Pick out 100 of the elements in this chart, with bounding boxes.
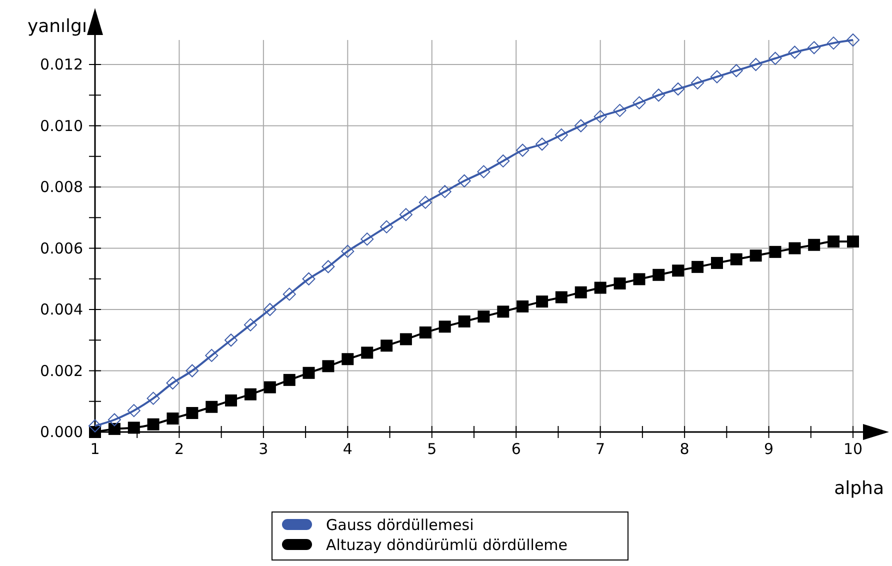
point [360, 232, 374, 246]
point [613, 104, 626, 117]
legend-label: Altuzay döndürümlü dördülleme [326, 536, 568, 554]
point [769, 246, 782, 258]
point [458, 174, 471, 188]
point [418, 196, 432, 209]
x-tick-label: 4 [342, 440, 352, 458]
point [652, 268, 665, 281]
point [147, 418, 160, 430]
point [419, 326, 432, 338]
point [166, 412, 179, 425]
point [380, 340, 393, 352]
point [516, 144, 530, 157]
point [614, 277, 626, 290]
point [827, 36, 840, 50]
x-tick-label: 10 [843, 440, 863, 458]
point [808, 238, 820, 251]
point [497, 306, 510, 318]
point [458, 315, 470, 328]
point [438, 185, 452, 198]
point [400, 333, 412, 346]
point [768, 52, 782, 65]
point [146, 392, 160, 405]
point [594, 282, 606, 294]
point [828, 236, 840, 248]
point [205, 348, 218, 362]
y-tick-label: 0.008 [40, 178, 83, 196]
point [302, 366, 315, 379]
point [244, 388, 256, 400]
point [730, 253, 742, 266]
point [225, 394, 238, 406]
point [536, 296, 548, 308]
x-axis-title: alpha [834, 478, 884, 499]
point [244, 318, 257, 332]
point [342, 353, 354, 366]
point [283, 374, 296, 386]
y-axis-title: yanılgı [27, 16, 87, 37]
point [788, 46, 802, 59]
point [652, 88, 666, 102]
point [594, 110, 607, 124]
point [341, 244, 354, 258]
x-tick-label: 9 [764, 440, 774, 458]
x-tick-label: 7 [596, 440, 606, 458]
point [692, 260, 704, 273]
point [478, 310, 490, 323]
point [108, 413, 121, 426]
x-tick-label: 1 [90, 440, 100, 458]
point [302, 272, 316, 286]
point [847, 236, 859, 248]
point [749, 58, 762, 71]
point [166, 376, 180, 390]
point [516, 300, 529, 312]
y-tick-label: 0.004 [40, 300, 83, 318]
point [399, 208, 412, 222]
point [672, 82, 685, 96]
point [555, 291, 568, 304]
point [128, 422, 140, 434]
point [554, 128, 568, 142]
y-tick-label: 0.006 [40, 239, 83, 258]
point [361, 346, 374, 359]
y-tick-label: 0.002 [40, 362, 83, 380]
point [710, 256, 723, 269]
point [438, 320, 451, 333]
point [574, 286, 587, 298]
point [206, 400, 218, 413]
y-tick-label: 0.012 [40, 56, 83, 74]
point [710, 70, 724, 84]
point [808, 41, 821, 54]
point [846, 34, 860, 46]
point [477, 165, 490, 178]
y-tick-label: 0.000 [40, 423, 83, 441]
point [574, 119, 588, 132]
x-tick-label: 3 [258, 440, 268, 458]
y-tick-label: 0.010 [40, 116, 83, 135]
point [380, 220, 394, 234]
point [224, 334, 238, 347]
point [672, 264, 684, 277]
point [186, 407, 198, 420]
point [788, 242, 801, 254]
point [282, 288, 296, 301]
legend-label: Gauss dördüllemesi [326, 516, 474, 534]
point [750, 250, 762, 262]
point [108, 422, 120, 435]
point [263, 303, 276, 316]
point [322, 360, 334, 372]
point [730, 64, 743, 78]
point [186, 364, 199, 378]
x-tick-label: 2 [174, 440, 184, 458]
x-tick-label: 8 [680, 440, 690, 458]
point [632, 96, 646, 110]
point [633, 273, 646, 286]
point [496, 154, 510, 168]
point [127, 404, 140, 418]
point [536, 138, 549, 151]
point [322, 260, 335, 274]
x-tick-label: 6 [511, 440, 521, 458]
point [264, 381, 276, 394]
point [88, 419, 102, 432]
x-tick-label: 5 [427, 440, 437, 458]
point [691, 76, 704, 90]
